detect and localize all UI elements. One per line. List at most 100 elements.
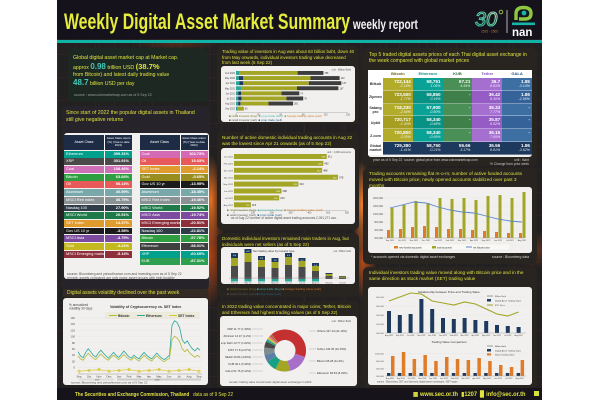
svg-text:SET Index: SET Index bbox=[178, 314, 195, 318]
svg-text:Jul 2022: Jul 2022 bbox=[225, 198, 234, 200]
svg-text:Jan 2022: Jan 2022 bbox=[224, 157, 234, 159]
svg-text:200: 200 bbox=[270, 212, 275, 215]
svg-text:Apr 22: Apr 22 bbox=[258, 282, 265, 285]
svg-text:Oct: Oct bbox=[87, 375, 92, 379]
svg-text:Oct 2021: Oct 2021 bbox=[398, 239, 407, 242]
svg-text:1.8: 1.8 bbox=[273, 260, 277, 262]
svg-text:Net trading value by investor: Net trading value by investor type bbox=[253, 249, 295, 253]
svg-text:Jun 2022: Jun 2022 bbox=[494, 240, 503, 242]
svg-text:Trading Value Comparison: Trading Value Comparison bbox=[431, 340, 467, 344]
svg-text:578: 578 bbox=[339, 175, 344, 179]
svg-text:May 2021: May 2021 bbox=[225, 88, 236, 90]
svg-text:Mar 22: Mar 22 bbox=[245, 282, 253, 285]
svg-text:remark: trading value via dome: remark: trading value via domestic digit… bbox=[229, 380, 312, 384]
svg-text:Sep 22: Sep 22 bbox=[326, 283, 334, 285]
svg-text:May 2020: May 2020 bbox=[225, 78, 236, 80]
svg-text:Camp DeFi 13.77 (1.62%): Camp DeFi 13.77 (1.62%) bbox=[221, 341, 251, 345]
svg-text:30: 30 bbox=[257, 113, 260, 116]
svg-text:400: 400 bbox=[307, 212, 312, 215]
svg-text:Oct 22: Oct 22 bbox=[339, 282, 346, 285]
svg-text:Aug 2022: Aug 2022 bbox=[225, 103, 236, 106]
svg-text:Mar 2022: Mar 2022 bbox=[224, 169, 234, 172]
svg-text:Jul 2022: Jul 2022 bbox=[505, 378, 512, 380]
svg-text:100: 100 bbox=[251, 212, 256, 215]
svg-text:40: 40 bbox=[72, 353, 76, 357]
svg-text:unit : Billion Baht: unit : Billion Baht bbox=[332, 68, 352, 72]
svg-text:100,000: 100,000 bbox=[376, 324, 385, 326]
svg-text:nan: nan bbox=[512, 27, 532, 38]
svg-text:79: 79 bbox=[304, 98, 307, 101]
svg-text:0.8: 0.8 bbox=[233, 255, 237, 257]
svg-text:0: 0 bbox=[235, 113, 237, 116]
svg-text:2021: 2021 bbox=[95, 379, 100, 381]
svg-text:Jun 2022: Jun 2022 bbox=[494, 378, 502, 380]
svg-text:Jun 22: Jun 22 bbox=[285, 283, 292, 285]
svg-text:Sep: Sep bbox=[197, 375, 202, 379]
svg-text:Jan: Jan bbox=[117, 375, 122, 379]
svg-text:160: 160 bbox=[70, 316, 75, 320]
svg-text:60: 60 bbox=[279, 113, 282, 116]
svg-text:Nov 2021: Nov 2021 bbox=[418, 378, 426, 380]
svg-text:NEAR 40.84 (4.84%): NEAR 40.84 (4.84%) bbox=[225, 355, 251, 359]
svg-text:Nov: Nov bbox=[97, 375, 103, 379]
svg-text:Mar 2022: Mar 2022 bbox=[462, 377, 470, 380]
svg-text:2535 - 2565: 2535 - 2565 bbox=[481, 30, 498, 34]
svg-text:538: 538 bbox=[333, 177, 337, 179]
svg-text:Feb 2020: Feb 2020 bbox=[225, 73, 235, 75]
svg-text:IOST 17.8 (2.07%): IOST 17.8 (2.07%) bbox=[228, 348, 251, 352]
svg-text:2022: 2022 bbox=[155, 379, 160, 381]
svg-text:2000,000: 2000,000 bbox=[373, 197, 384, 200]
svg-text:source: Bloomberg and yahoofin: source: Bloomberg and yahoofinance.com a… bbox=[71, 381, 148, 385]
svg-text:200,000: 200,000 bbox=[376, 315, 385, 317]
svg-text:new funded accounts: new funded accounts bbox=[399, 247, 422, 250]
svg-text:Apr 2022: Apr 2022 bbox=[470, 239, 479, 242]
svg-text:Bitcoin 96.28 (11.4%): Bitcoin 96.28 (11.4%) bbox=[317, 359, 344, 363]
svg-text:Mar 2022: Mar 2022 bbox=[461, 334, 469, 337]
svg-text:500: 500 bbox=[326, 212, 331, 215]
svg-text:568: 568 bbox=[322, 157, 326, 159]
svg-text:Apr 2022: Apr 2022 bbox=[472, 334, 480, 337]
svg-text:400,000: 400,000 bbox=[374, 229, 383, 232]
svg-text:Nov 2021: Nov 2021 bbox=[410, 240, 419, 242]
svg-text:400,000: 400,000 bbox=[376, 297, 385, 299]
svg-text:000,000: 000,000 bbox=[374, 237, 383, 240]
svg-text:Jul 2022: Jul 2022 bbox=[506, 240, 514, 242]
svg-text:Others 347.14 (41.13%): Others 347.14 (41.13%) bbox=[317, 329, 347, 333]
svg-text:300,000: 300,000 bbox=[376, 306, 385, 308]
svg-text:000,000: 000,000 bbox=[376, 333, 385, 335]
svg-text:Jul 2021: Jul 2021 bbox=[226, 99, 235, 101]
svg-text:Billion Baht: Billion Baht bbox=[495, 345, 506, 348]
svg-text:May 2022: May 2022 bbox=[482, 240, 492, 242]
svg-text:137: 137 bbox=[342, 82, 347, 85]
svg-text:Sep 2021: Sep 2021 bbox=[386, 240, 395, 242]
svg-text:0: 0 bbox=[233, 212, 235, 215]
svg-text:Aug 2021: Aug 2021 bbox=[386, 377, 394, 380]
svg-text:4.3: 4.3 bbox=[287, 255, 291, 257]
svg-text:288: 288 bbox=[283, 189, 288, 193]
svg-text:Aug 2021: Aug 2021 bbox=[385, 334, 393, 337]
svg-text:Aug: Aug bbox=[187, 375, 192, 379]
svg-text:488: 488 bbox=[323, 168, 328, 172]
svg-text:Jul 22: Jul 22 bbox=[299, 283, 306, 285]
svg-text:unit : Billion baht: unit : Billion baht bbox=[333, 250, 351, 253]
svg-text:Sep: Sep bbox=[77, 375, 82, 379]
svg-text:JFinCoin 12.47 (1.2%): JFinCoin 12.47 (1.2%) bbox=[223, 334, 251, 338]
svg-text:Apr 2021: Apr 2021 bbox=[226, 82, 236, 85]
svg-text:6.8: 6.8 bbox=[246, 251, 250, 253]
svg-text:XRP 11.77 (1.39%): XRP 11.77 (1.39%) bbox=[227, 327, 251, 331]
svg-text:May 2022: May 2022 bbox=[223, 184, 233, 186]
svg-text:Ethereum 69.53 (8.23%): Ethereum 69.53 (8.23%) bbox=[317, 371, 348, 375]
svg-text:118: 118 bbox=[252, 203, 257, 207]
svg-text:Volatility of Cryptocurrency: Volatility of Cryptocurrency vs. SET Ind… bbox=[110, 305, 181, 309]
svg-text:Apr: Apr bbox=[147, 375, 151, 379]
svg-text:132: 132 bbox=[341, 77, 346, 80]
svg-text:Digital Asset Trading Value: Digital Asset Trading Value bbox=[495, 300, 522, 303]
svg-text:343: 343 bbox=[299, 182, 304, 186]
svg-text:Digital Asset Trading Value: Digital Asset Trading Value bbox=[495, 350, 522, 353]
svg-text:Tether 136.35 (16.15%): Tether 136.35 (16.15%) bbox=[317, 347, 346, 351]
svg-text:Jan 2022: Jan 2022 bbox=[439, 335, 447, 337]
svg-text:Bitcoin: Bitcoin bbox=[118, 314, 130, 318]
svg-text:Jun 2022: Jun 2022 bbox=[224, 191, 234, 193]
svg-text:Jun 2021: Jun 2021 bbox=[226, 93, 236, 95]
svg-text:Sep 2021: Sep 2021 bbox=[396, 335, 404, 337]
